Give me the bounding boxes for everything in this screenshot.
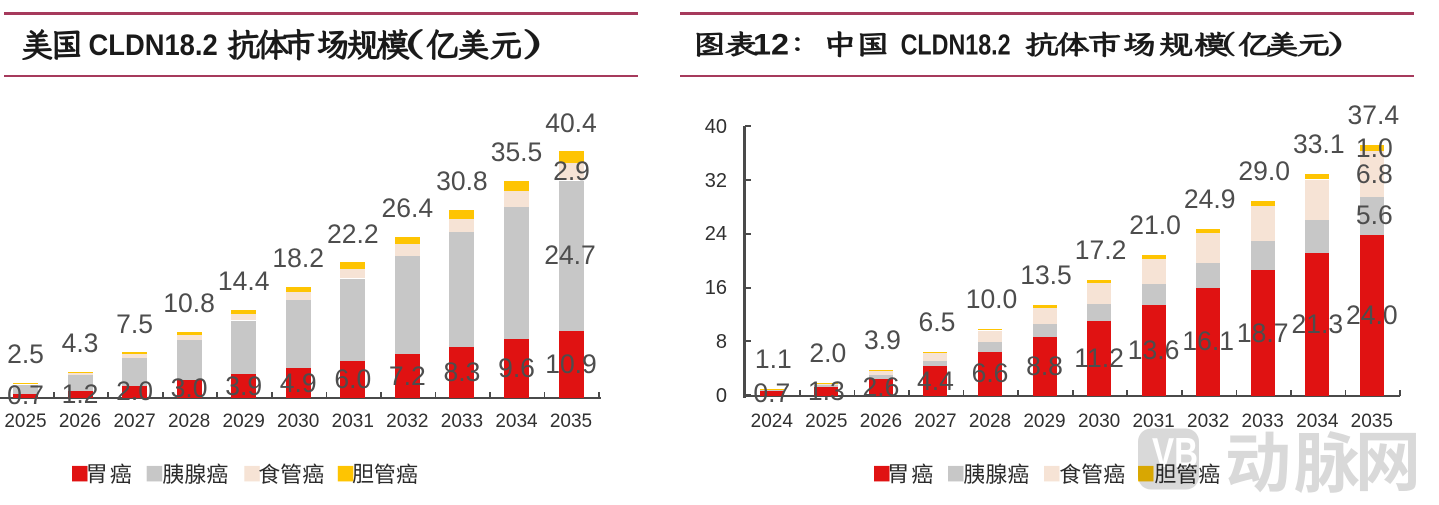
svg-text:VB: VB	[1152, 429, 1198, 476]
svg-text:12: 12	[753, 29, 789, 62]
svg-text:CLDN18.2: CLDN18.2	[89, 29, 218, 62]
svg-text:CLDN18.2: CLDN18.2	[901, 30, 1011, 62]
